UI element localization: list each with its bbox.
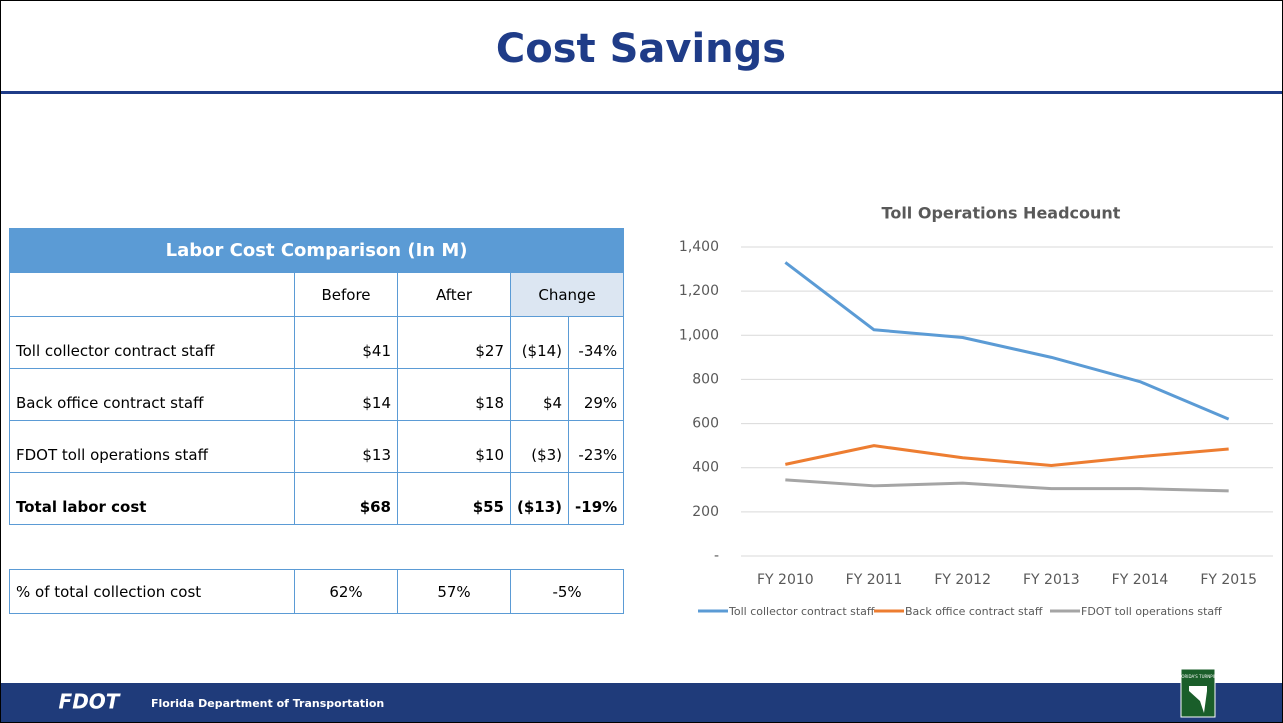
spacer bbox=[10, 525, 624, 570]
x-tick-label: FY 2013 bbox=[1023, 572, 1080, 588]
cell-value: $27 bbox=[397, 316, 511, 369]
column-header: After bbox=[397, 272, 511, 317]
y-tick-label: 1,200 bbox=[679, 283, 719, 299]
cell-value: $13 bbox=[294, 420, 398, 473]
footer-logo: FDOT bbox=[59, 690, 121, 714]
column-header: Before bbox=[294, 272, 398, 317]
y-tick-label: 200 bbox=[692, 504, 719, 520]
caption-row: Labor Cost Comparison (In M) bbox=[8, 228, 625, 273]
footer-bar bbox=[1, 683, 1282, 722]
florida-shape bbox=[1189, 686, 1207, 713]
summary-value: 62% bbox=[294, 569, 398, 614]
y-tick-label: 400 bbox=[692, 460, 719, 476]
y-tick-label: - bbox=[714, 548, 719, 564]
legend-label: FDOT toll operations staff bbox=[1081, 605, 1222, 618]
blank-cell bbox=[9, 272, 295, 317]
badge-text: FLORIDA'S TURNPIKE bbox=[1177, 674, 1220, 679]
column-header-row: Before After Change bbox=[9, 272, 625, 317]
summary-label: % of total collection cost bbox=[9, 569, 295, 614]
row-label: Toll collector contract staff bbox=[9, 316, 295, 369]
summary-row: % of total collection cost 62% 57% -5% bbox=[9, 569, 625, 614]
legend-label: Toll collector contract staff bbox=[728, 605, 875, 618]
column-header: Change bbox=[509, 272, 625, 317]
title-rule bbox=[1, 91, 1282, 94]
summary-value: 57% bbox=[397, 569, 511, 614]
series-line bbox=[784, 261, 1230, 421]
cell-value: 29% bbox=[568, 368, 625, 421]
cell-value: $68 bbox=[294, 472, 398, 525]
cell-value: ($3) bbox=[509, 420, 570, 473]
series-line bbox=[785, 478, 1229, 493]
data-row: FDOT toll operations staff $13 $10 ($3) -23% bbox=[9, 420, 625, 473]
x-tick-label: FY 2010 bbox=[757, 572, 814, 588]
y-tick-label: 600 bbox=[692, 416, 719, 432]
footer-text: Florida Department of Transportation bbox=[151, 697, 384, 710]
chart-title: Toll Operations Headcount bbox=[882, 204, 1121, 223]
cell-value: $55 bbox=[397, 472, 511, 525]
x-tick-label: FY 2011 bbox=[846, 572, 903, 588]
row-label: FDOT toll operations staff bbox=[9, 420, 295, 473]
row-label: Back office contract staff bbox=[9, 368, 295, 421]
cell-value: -19% bbox=[568, 472, 625, 525]
y-tick-label: 800 bbox=[692, 371, 719, 387]
cell-value: $18 bbox=[397, 368, 511, 421]
cell-value: -23% bbox=[568, 420, 625, 473]
cell-value: ($13) bbox=[509, 472, 570, 525]
cell-value: ($14) bbox=[509, 316, 570, 369]
cell-value: $10 bbox=[397, 420, 511, 473]
spacer-row bbox=[10, 525, 624, 570]
cell-value: -34% bbox=[568, 316, 625, 369]
cost-table: Labor Cost Comparison (In M) Before After C… bbox=[8, 228, 625, 614]
y-tick-label: 1,000 bbox=[679, 327, 719, 343]
table-caption: Labor Cost Comparison (In M) bbox=[8, 228, 625, 273]
cell-value: $41 bbox=[294, 316, 398, 369]
x-tick-label: FY 2015 bbox=[1200, 572, 1257, 588]
cell-value: $14 bbox=[294, 368, 398, 421]
y-tick-label: 1,400 bbox=[679, 239, 719, 255]
x-tick-label: FY 2014 bbox=[1112, 572, 1169, 588]
summary-value: -5% bbox=[509, 569, 625, 614]
data-row: Total labor cost $68 $55 ($13) -19% bbox=[9, 472, 625, 525]
series-line bbox=[785, 444, 1229, 468]
legend-label: Back office contract staff bbox=[905, 605, 1043, 618]
data-row: Toll collector contract staff $41 $27 ($14)… bbox=[9, 316, 625, 369]
slide-title: Cost Savings bbox=[496, 26, 786, 72]
row-label: Total labor cost bbox=[9, 472, 295, 525]
x-tick-label: FY 2012 bbox=[934, 572, 991, 588]
data-row: Back office contract staff $14 $18 $4 29% bbox=[9, 368, 625, 421]
cell-value: $4 bbox=[509, 368, 570, 421]
